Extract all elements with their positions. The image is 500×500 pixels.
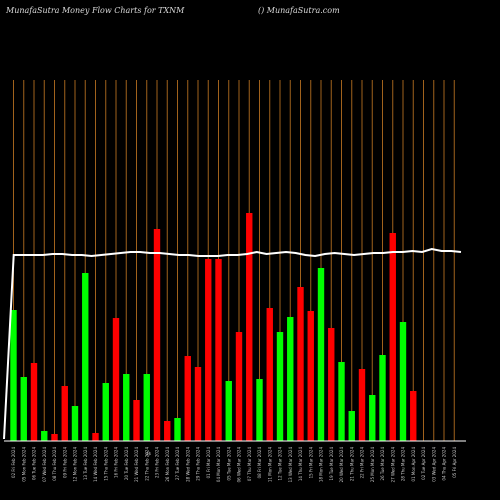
x-tick-label: 28 Thu Mar 2024 xyxy=(401,447,406,482)
money-flow-bar xyxy=(123,374,130,441)
chart-credit: () MunafaSutra.com xyxy=(258,6,340,15)
x-tick-label: 20 Tue Feb 2024 xyxy=(124,447,129,480)
money-flow-bar xyxy=(41,431,48,441)
money-flow-bar xyxy=(143,374,150,441)
money-flow-bar xyxy=(410,391,417,441)
chart-title: MunafaSutra Money Flow Charts for TXNM xyxy=(6,6,185,15)
x-tick-label: 01 Fri Mar 2024 xyxy=(206,447,211,479)
x-tick-label: 21 Thu Mar 2024 xyxy=(349,447,354,482)
money-flow-bar xyxy=(153,229,161,441)
money-flow-bar xyxy=(256,379,263,441)
money-flow-bar xyxy=(276,332,284,441)
x-tick-label: 29 Thu Feb 2024 xyxy=(196,447,201,481)
x-tick-label: 08 Fri Mar 2024 xyxy=(257,447,262,479)
x-tick-label: 26 Tue Mar 2024 xyxy=(380,447,385,481)
money-flow-bar xyxy=(389,233,396,441)
money-flow-bar xyxy=(194,367,202,441)
x-tick-label: 02 Tue Apr 2024 xyxy=(421,447,426,480)
x-tick-label: 06 Wed Mar 2024 xyxy=(237,447,242,483)
x-tick-label: 08 Thu Feb 2024 xyxy=(52,447,57,481)
x-tick-label: 27 Tue Feb 2024 xyxy=(175,447,180,480)
money-flow-bar xyxy=(133,400,140,441)
money-flow-bar xyxy=(20,377,27,441)
x-tick-label: 15 Fri Mar 2024 xyxy=(308,447,313,479)
x-tick-label: 02 Fri Feb 2024 xyxy=(11,447,16,478)
x-tick-label: 14 Wed Feb 2024 xyxy=(93,447,98,482)
x-tick-label: 22 Thu Feb 2024 xyxy=(144,447,149,481)
x-tick-label: 19 Tue Mar 2024 xyxy=(329,447,334,481)
x-axis-extra-label: $$ xyxy=(146,451,152,456)
x-tick-label: 07 Thu Mar 2024 xyxy=(247,447,252,482)
x-tick-label: 05 Tue Mar 2024 xyxy=(226,447,231,481)
money-flow-bar xyxy=(338,362,345,441)
money-flow-bar xyxy=(246,213,253,441)
x-tick-label: 18 Mon Mar 2024 xyxy=(319,447,324,483)
x-tick-label: 15 Thu Feb 2024 xyxy=(103,447,108,481)
money-flow-bar xyxy=(71,406,79,441)
x-tick-label: 22 Fri Mar 2024 xyxy=(360,447,365,479)
money-flow-bar xyxy=(215,259,222,441)
x-tick-label: 13 Tue Feb 2024 xyxy=(83,447,88,480)
money-flow-bar xyxy=(369,395,376,441)
x-tick-label: 27 Wed Mar 2024 xyxy=(390,447,395,483)
vertical-grid xyxy=(13,80,455,441)
x-tick-label: 13 Wed Mar 2024 xyxy=(288,447,293,483)
x-tick-label: 16 Fri Feb 2024 xyxy=(114,447,119,478)
money-flow-bar xyxy=(61,386,68,441)
money-flow-bar xyxy=(235,332,243,441)
x-tick-label: 06 Tue Feb 2024 xyxy=(32,447,37,480)
money-flow-bar xyxy=(399,322,407,441)
money-flow-line xyxy=(3,247,462,440)
money-flow-bar xyxy=(348,411,355,441)
x-tick-label: 05 Fri Apr 2024 xyxy=(452,447,457,478)
x-tick-label: 23 Fri Feb 2024 xyxy=(155,447,160,478)
x-tick-label: 20 Wed Mar 2024 xyxy=(339,447,344,483)
x-tick-label: 12 Tue Mar 2024 xyxy=(278,447,283,481)
money-flow-bar xyxy=(379,355,386,441)
money-flow-bar xyxy=(184,356,191,441)
money-flow-bar xyxy=(112,318,120,441)
money-flow-bar xyxy=(205,259,212,441)
bar-series xyxy=(10,213,417,441)
x-tick-label: 07 Wed Feb 2024 xyxy=(42,447,47,482)
money-flow-bar xyxy=(358,369,366,441)
x-tick-label: 04 Thu Apr 2024 xyxy=(442,447,447,481)
money-flow-bar xyxy=(328,328,335,441)
x-tick-label: 01 Mon Apr 2024 xyxy=(411,447,416,482)
money-flow-bar xyxy=(297,287,304,441)
money-flow-bar xyxy=(30,363,38,441)
x-tick-label: 05 Mon Feb 2024 xyxy=(21,447,26,482)
money-flow-bar xyxy=(82,273,89,441)
x-tick-label: 25 Mon Mar 2024 xyxy=(370,447,375,483)
money-flow-bar xyxy=(174,418,181,441)
x-tick-label: 28 Wed Feb 2024 xyxy=(185,447,190,482)
x-tick-label: 11 Mon Mar 2024 xyxy=(267,447,272,483)
x-tick-label: 04 Mon Mar 2024 xyxy=(216,447,221,483)
money-flow-bar xyxy=(164,421,171,441)
x-tick-label: 03 Wed Apr 2024 xyxy=(431,447,436,482)
x-tick-label: 14 Thu Mar 2024 xyxy=(298,447,303,482)
money-flow-bar xyxy=(102,383,109,441)
money-flow-bar xyxy=(51,434,58,441)
x-tick-label: 21 Wed Feb 2024 xyxy=(134,447,139,482)
x-tick-label: 12 Mon Feb 2024 xyxy=(73,447,78,482)
money-flow-bar xyxy=(307,311,314,441)
money-flow-bar xyxy=(317,268,325,441)
money-flow-bar xyxy=(287,317,294,441)
x-axis-labels: 02 Fri Feb 2024 05 Mon Feb 2024 06 Tue Feb… xyxy=(11,447,457,483)
money-flow-bar xyxy=(92,433,99,441)
x-tick-label: 26 Mon Feb 2024 xyxy=(165,447,170,482)
x-tick-label: 09 Fri Feb 2024 xyxy=(62,447,67,478)
money-flow-bar xyxy=(266,308,273,441)
money-flow-bar xyxy=(225,381,232,441)
money-flow-bar xyxy=(10,310,17,441)
